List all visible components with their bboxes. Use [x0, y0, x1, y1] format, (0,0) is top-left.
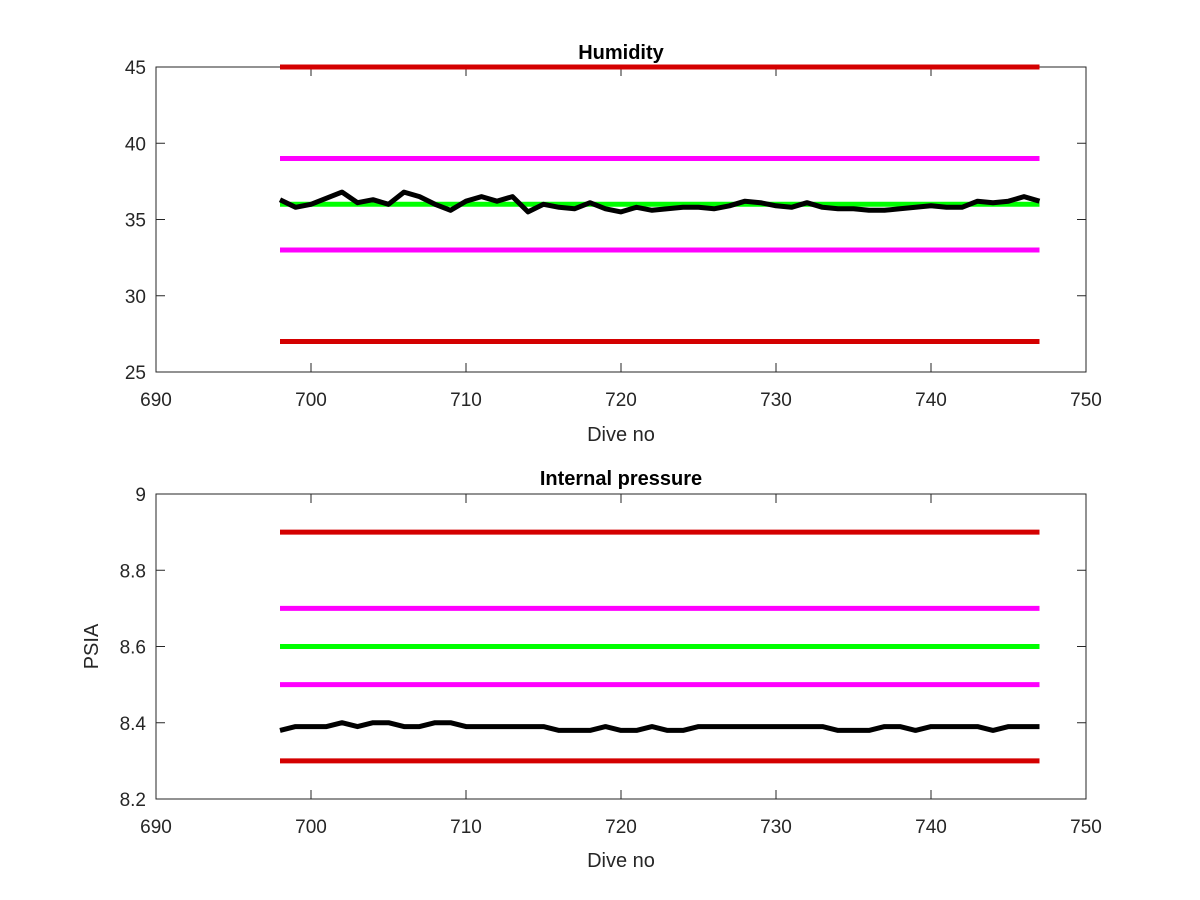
x-tick-label: 750 — [1070, 817, 1102, 838]
y-tick-label: 30 — [125, 287, 146, 308]
axis-ticks: 690 700 710 720 730 740 750 8.2 8.4 8.6 8.8 9 — [120, 485, 1102, 838]
x-tick-label: 690 — [140, 817, 172, 838]
x-tick-label: 730 — [760, 817, 792, 838]
series-line-5 — [278, 189, 1041, 215]
x-tick-label: 690 — [140, 390, 172, 411]
x-tick-label: 740 — [915, 390, 947, 411]
chart-title: Internal pressure — [540, 468, 702, 490]
x-axis-label: Dive no — [587, 424, 655, 446]
x-tick-label: 700 — [295, 390, 327, 411]
y-tick-label: 9 — [135, 485, 146, 506]
x-tick-label: 740 — [915, 817, 947, 838]
y-tick-label: 8.8 — [120, 561, 146, 582]
x-tick-label: 750 — [1070, 390, 1102, 411]
y-tick-label: 8.4 — [120, 714, 147, 735]
x-tick-label: 700 — [295, 817, 327, 838]
y-tick-label: 45 — [125, 58, 146, 79]
y-tick-label: 8.2 — [120, 790, 146, 811]
x-tick-label: 720 — [605, 390, 637, 411]
series-group — [279, 529, 1040, 764]
x-tick-label: 730 — [760, 390, 792, 411]
y-tick-label: 25 — [125, 363, 146, 384]
x-axis-label: Dive no — [587, 850, 655, 872]
series-group — [278, 64, 1041, 344]
humidity-chart: Humidity Dive no 690 700 710 720 730 740 750 25… — [125, 42, 1102, 446]
axis-ticks: 690 700 710 720 730 740 750 25 30 35 40 45 — [125, 58, 1102, 411]
y-tick-label: 40 — [125, 134, 146, 155]
internal-pressure-chart: Internal pressure Dive no PSIA 690 700 710… — [81, 468, 1102, 872]
x-tick-label: 720 — [605, 817, 637, 838]
y-axis-label: PSIA — [81, 623, 103, 669]
series-line-5 — [279, 720, 1040, 733]
x-tick-label: 710 — [450, 817, 482, 838]
chart-title: Humidity — [578, 42, 664, 64]
x-tick-label: 710 — [450, 390, 482, 411]
y-tick-label: 35 — [125, 211, 146, 232]
y-tick-label: 8.6 — [120, 638, 146, 659]
plot-area — [155, 66, 1087, 373]
